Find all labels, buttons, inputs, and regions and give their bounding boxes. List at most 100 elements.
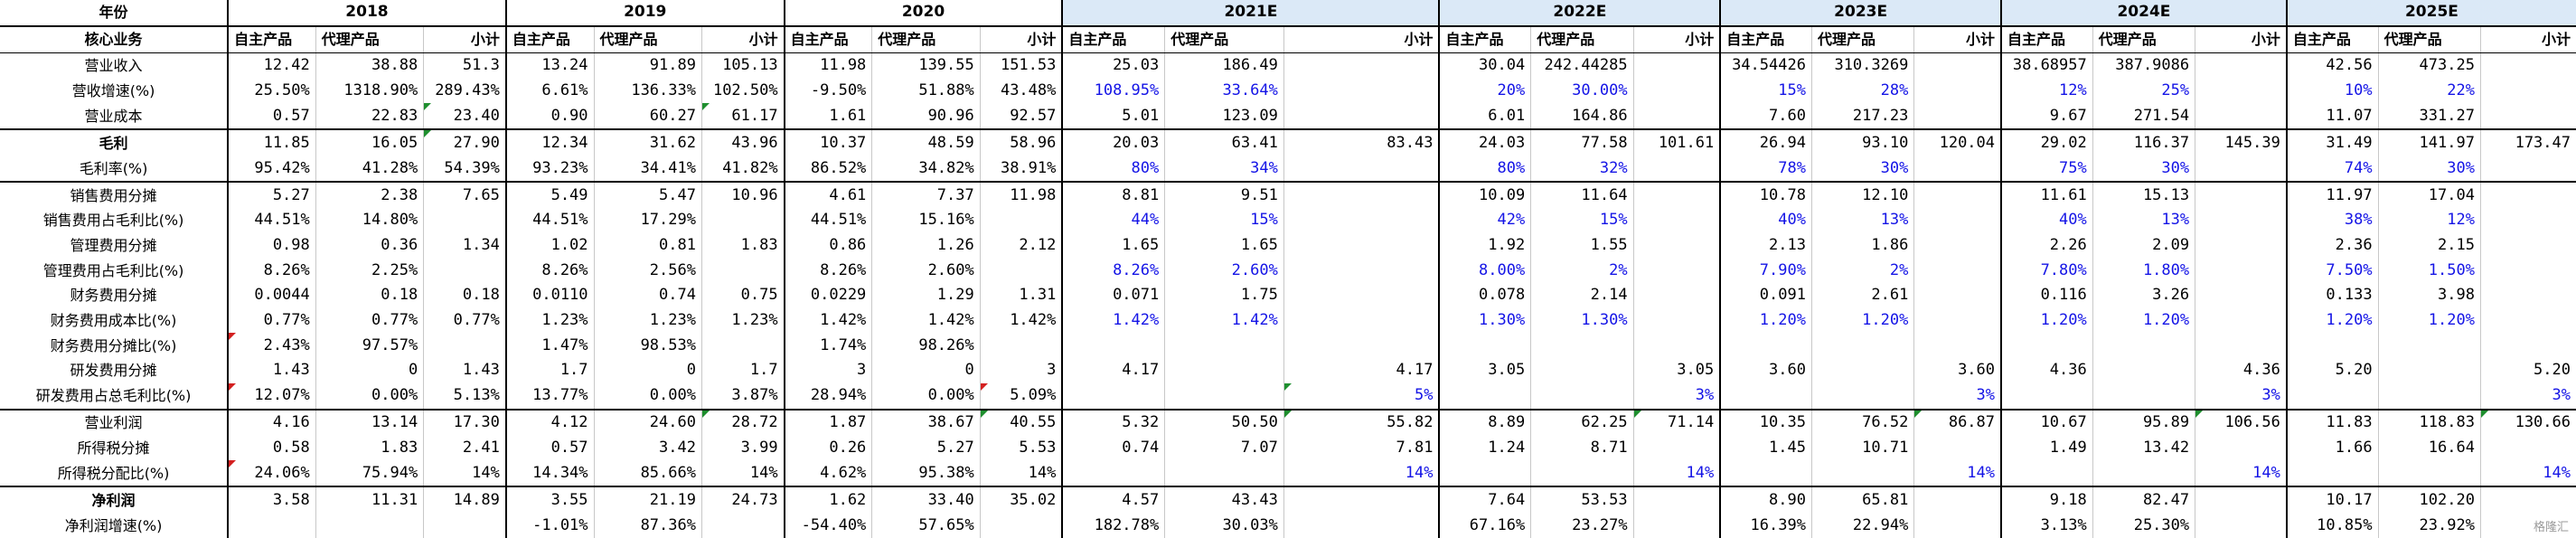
table-cell: 3.42 <box>593 435 702 461</box>
table-cell: 3.99 <box>700 435 785 461</box>
table-cell: 63.41 <box>1164 129 1284 156</box>
table-cell: 11.07 <box>2285 103 2379 131</box>
table-cell <box>1164 333 1284 359</box>
table-cell: 0.26 <box>783 435 872 461</box>
table-cell <box>1283 182 1440 209</box>
table-cell <box>2479 156 2576 184</box>
table-cell: 14% <box>979 460 1063 488</box>
table-cell: 2.60% <box>1164 258 1284 284</box>
table-cell: 38.68957 <box>2000 52 2093 79</box>
table-cell <box>2479 333 2576 359</box>
table-cell: 5.09% <box>979 382 1063 411</box>
table-cell <box>1632 52 1721 79</box>
table-row: 财务费用分摊比(%) 2.43% 97.57% 1.47% 98.53% 1.74% 98.… <box>0 333 2576 359</box>
table-cell: 8.00% <box>1438 258 1531 284</box>
table-cell: 30.04 <box>1438 52 1531 79</box>
table-cell: 91.89 <box>593 52 702 79</box>
table-cell: 271.54 <box>2092 103 2195 131</box>
column-subheader: 代理产品 <box>593 25 702 53</box>
table-cell: 34.54426 <box>1719 52 1812 79</box>
table-cell: 92.57 <box>979 103 1063 131</box>
table-cell: 23.40 <box>423 103 506 131</box>
column-subheader: 小计 <box>2195 25 2287 53</box>
table-cell: 1.24 <box>1438 435 1531 461</box>
table-cell: 1.43 <box>227 358 316 383</box>
table-cell: 3% <box>1913 382 2002 411</box>
table-cell: 1.92 <box>1438 232 1531 259</box>
table-cell: 15.16% <box>871 208 981 233</box>
row-label: 毛利率(%) <box>0 156 229 184</box>
table-row: 营业利润 4.16 13.14 17.30 4.12 24.60 28.72 1.87 38.6… <box>0 409 2576 436</box>
table-cell <box>2479 182 2576 209</box>
table-cell <box>1632 258 1721 284</box>
table-cell: 1.42% <box>1164 307 1284 334</box>
table-cell: 86.52% <box>783 156 872 184</box>
table-cell: 53.53 <box>1530 486 1634 514</box>
row-label: 销售费用占毛利比(%) <box>42 212 184 230</box>
table-cell: 331.27 <box>2377 103 2481 131</box>
table-cell: 33.64% <box>1164 78 1284 104</box>
table-cell: 24.06% <box>227 460 316 488</box>
table-cell <box>1913 182 2002 209</box>
table-cell <box>1164 358 1284 383</box>
table-cell: 16.64 <box>2377 435 2481 461</box>
table-cell: 3 <box>783 358 872 383</box>
table-cell <box>1913 258 2002 284</box>
table-cell <box>2479 232 2576 259</box>
table-cell <box>2479 52 2576 79</box>
column-subheader: 代理产品 <box>1164 25 1284 53</box>
column-subheader: 代理产品 <box>871 25 981 53</box>
row-label: 营业收入 <box>84 57 143 75</box>
table-cell: 2.38 <box>315 182 424 209</box>
table-cell: 8.81 <box>1061 182 1165 209</box>
table-cell: 0.74 <box>593 283 702 308</box>
table-cell: 29.02 <box>2000 129 2093 156</box>
table-cell: 1.62 <box>783 486 872 514</box>
table-cell: 97.57% <box>315 333 424 359</box>
table-cell: 0 <box>593 358 702 383</box>
table-row: 财务费用分摊 0.0044 0.18 0.18 0.0110 0.74 0.75 0.0229… <box>0 283 2576 308</box>
table-cell: 10.85% <box>2285 513 2379 538</box>
table-cell: 5.20 <box>2479 358 2576 383</box>
row-label: 销售费用分摊 <box>70 186 157 204</box>
table-cell: 1.02 <box>504 232 595 259</box>
table-cell: 25% <box>2092 78 2195 104</box>
table-cell: 2.61 <box>1810 283 1914 308</box>
table-cell: 10.78 <box>1719 182 1812 209</box>
table-cell: 7.60 <box>1719 103 1812 131</box>
table-cell: 8.26% <box>1061 258 1165 284</box>
table-cell: 106.56 <box>2195 409 2287 436</box>
table-cell: 1.23% <box>700 307 785 334</box>
table-cell: 136.33% <box>593 78 702 104</box>
table-cell <box>1632 283 1721 308</box>
table-cell <box>1632 307 1721 334</box>
table-cell <box>2377 333 2481 359</box>
table-cell: 1.42% <box>979 307 1063 334</box>
table-cell: 35.02 <box>979 486 1063 514</box>
table-cell: 95.42% <box>227 156 316 184</box>
table-cell: 24.73 <box>700 486 785 514</box>
table-cell: 7.07 <box>1164 435 1284 461</box>
table-cell: 11.64 <box>1530 182 1634 209</box>
table-cell: 14% <box>1283 460 1440 488</box>
table-cell <box>2479 208 2576 233</box>
table-cell: 23.92% <box>2377 513 2481 538</box>
column-subheader: 小计 <box>1913 25 2002 53</box>
table-cell: 0.0229 <box>783 283 872 308</box>
table-cell <box>1283 78 1440 104</box>
table-cell <box>2479 258 2576 284</box>
table-cell: 9.67 <box>2000 103 2093 131</box>
table-cell: 1.45 <box>1719 435 1812 461</box>
table-cell <box>979 258 1063 284</box>
table-cell: 7.65 <box>423 182 506 209</box>
table-cell: 22% <box>2377 78 2481 104</box>
table-cell: 5.20 <box>2285 358 2379 383</box>
table-cell: 141.97 <box>2377 129 2481 156</box>
table-cell: 31.49 <box>2285 129 2379 156</box>
table-cell: 15% <box>1719 78 1812 104</box>
table-cell: 0.00% <box>315 382 424 411</box>
table-cell: 3.26 <box>2092 283 2195 308</box>
table-cell: 15% <box>1164 208 1284 233</box>
table-cell: 1.80% <box>2092 258 2195 284</box>
table-cell: 1.30% <box>1530 307 1634 334</box>
